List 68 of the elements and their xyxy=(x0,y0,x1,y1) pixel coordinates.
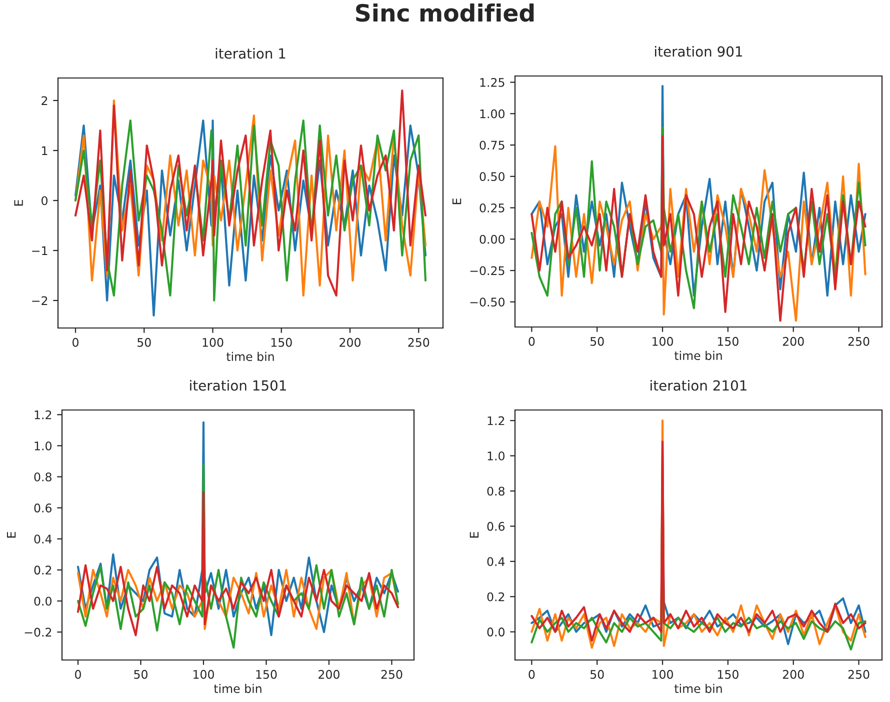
y-axis-title: E xyxy=(14,200,23,206)
chart-title: iteration 1 xyxy=(216,48,286,59)
x-tick-label: 50 xyxy=(134,670,148,679)
y-tick-label: 1.0 xyxy=(34,441,52,450)
x-axis-title: time bin xyxy=(214,684,262,694)
y-tick-label: 1.00 xyxy=(480,109,504,118)
y-tick-label: 0.0 xyxy=(487,628,504,636)
y-tick-label: −0.25 xyxy=(470,266,504,276)
chart-title: iteration 901 xyxy=(655,46,742,57)
y-tick-label: 0.2 xyxy=(487,592,504,602)
x-tick-label: 100 xyxy=(652,670,673,679)
x-tick-label: 150 xyxy=(718,670,738,679)
y-tick-label: 0.8 xyxy=(487,486,504,496)
y-tick-label: −0.50 xyxy=(470,298,504,307)
y-tick-label: −0.2 xyxy=(24,628,52,637)
x-tick-label: 0 xyxy=(528,670,535,679)
x-tick-label: 250 xyxy=(408,338,430,347)
y-tick-label: 0.4 xyxy=(34,534,52,544)
x-tick-label: 100 xyxy=(652,336,673,346)
y-tick-label: −1 xyxy=(32,246,48,255)
y-tick-label: 1 xyxy=(42,146,48,155)
x-tick-label: 150 xyxy=(256,670,277,679)
y-tick-label: 0.6 xyxy=(34,504,52,512)
y-tick-label: 1.0 xyxy=(488,452,504,460)
chart-title: iteration 2101 xyxy=(650,380,746,391)
line-series xyxy=(76,421,400,636)
x-tick-label: 50 xyxy=(590,336,604,346)
x-tick-label: 200 xyxy=(782,670,804,679)
x-tick-label: 0 xyxy=(528,336,535,346)
y-axis-title: E xyxy=(6,532,16,538)
x-axis-title: time bin xyxy=(226,352,274,362)
x-tick-label: 100 xyxy=(194,670,214,679)
y-tick-label: 1.2 xyxy=(34,410,52,420)
x-tick-label: 100 xyxy=(202,338,224,347)
y-tick-label: 2 xyxy=(42,96,48,105)
x-tick-label: 50 xyxy=(138,338,151,347)
line-series xyxy=(76,491,400,636)
y-tick-label: −2 xyxy=(32,296,48,305)
x-tick-label: 150 xyxy=(718,336,738,346)
x-tick-label: 250 xyxy=(848,670,870,679)
y-tick-label: 0.6 xyxy=(487,522,505,531)
x-tick-label: 0 xyxy=(75,670,81,679)
line-series xyxy=(76,463,400,649)
x-tick-label: 250 xyxy=(848,336,870,346)
y-tick-label: 0.4 xyxy=(487,557,505,566)
chart-title: iteration 1501 xyxy=(190,380,286,391)
y-tick-label: 0.25 xyxy=(480,204,504,212)
x-tick-label: 250 xyxy=(381,670,402,679)
y-tick-label: 0.2 xyxy=(34,566,52,575)
x-axis-title: time bin xyxy=(674,684,722,694)
y-axis-title: E xyxy=(452,198,462,204)
x-axis-title: time bin xyxy=(674,350,722,360)
y-tick-label: 0.50 xyxy=(480,172,504,182)
x-tick-label: 150 xyxy=(271,338,292,347)
y-tick-label: 0 xyxy=(42,196,48,206)
y-tick-label: 1.2 xyxy=(488,416,504,426)
y-tick-label: 1.25 xyxy=(480,78,504,87)
x-tick-label: 200 xyxy=(782,336,804,346)
y-tick-label: 0.0 xyxy=(34,596,52,606)
y-tick-label: 0.75 xyxy=(480,140,504,150)
x-tick-label: 0 xyxy=(72,338,78,347)
x-tick-label: 200 xyxy=(318,670,340,679)
x-tick-label: 50 xyxy=(590,670,604,679)
y-tick-label: 0.00 xyxy=(480,234,504,244)
text: Sinc modified xyxy=(356,4,534,22)
y-tick-label: 0.8 xyxy=(34,472,52,482)
y-axis-title: E xyxy=(470,532,478,538)
x-tick-label: 200 xyxy=(340,338,360,347)
